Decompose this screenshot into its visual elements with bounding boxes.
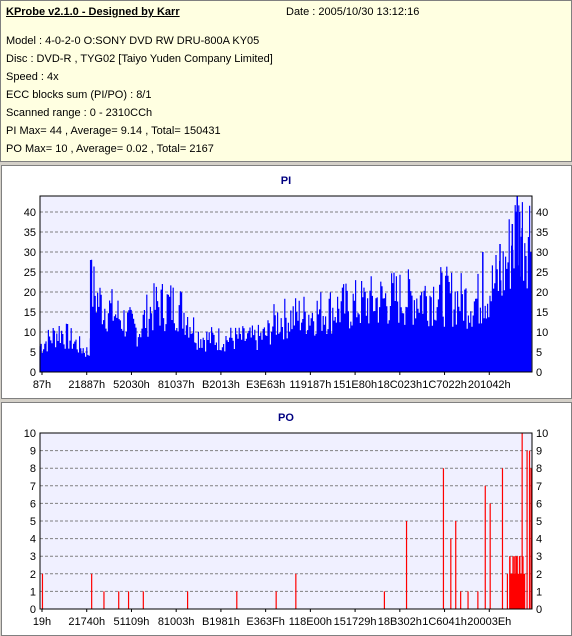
y-tick-label-left: 5 [30, 347, 36, 359]
x-tick-label: 52030h [113, 379, 150, 391]
y-tick-label-left: 6 [30, 498, 36, 510]
y-tick-label-right: 15 [536, 307, 548, 319]
x-tick-label: 18B302h [378, 616, 422, 628]
chart-title: PO [278, 412, 294, 424]
pi-chart: PI 0 0 5 5 10 10 15 15 20 20 25 25 30 30 35 35 40 40 87h 218… [24, 175, 549, 391]
y-tick-label-right: 30 [536, 247, 548, 259]
x-tick-label: 81037h [158, 379, 195, 391]
info-scanned-range: Scanned range : 0 - 2310CCh [6, 107, 153, 119]
y-tick-label-right: 20 [536, 287, 548, 299]
info-ecc-sum: ECC blocks sum (PI/PO) : 8/1 [6, 89, 152, 101]
y-tick-label-right: 1 [536, 586, 542, 598]
info-disc: Disc : DVD-R , TYG02 [Taiyo Yuden Compan… [6, 53, 273, 65]
y-tick-label-left: 7 [30, 481, 36, 493]
chart-title: PI [281, 175, 291, 187]
y-tick-label-left: 15 [24, 307, 36, 319]
x-tick-label: 119187h [289, 379, 331, 391]
y-tick-label-left: 9 [30, 446, 36, 458]
y-tick-label-right: 4 [536, 534, 542, 546]
y-tick-label-left: 30 [24, 247, 36, 259]
app-title: KProbe v2.1.0 - Designed by Karr [6, 6, 180, 18]
y-tick-label-right: 3 [536, 551, 542, 563]
x-tick-label: E363Fh [246, 616, 285, 628]
y-tick-label-left: 10 [24, 327, 36, 339]
y-tick-label-right: 25 [536, 267, 548, 279]
plot-border [39, 432, 533, 610]
x-tick-label: 201042h [468, 379, 511, 391]
y-tick-label-right: 5 [536, 516, 542, 528]
y-tick-label-right: 0 [536, 604, 542, 616]
po-chart-panel: PO 0 0 1 1 2 2 3 3 4 4 5 5 6 6 7 7 8 8 9 9 10 10 19h 21740h 51109… [1, 402, 572, 636]
y-tick-label-left: 1 [30, 586, 36, 598]
y-tick-label-left: 0 [30, 367, 36, 379]
y-tick-label-right: 6 [536, 498, 542, 510]
y-tick-label-right: 0 [536, 367, 542, 379]
info-panel: KProbe v2.1.0 - Designed by Karr Date : … [0, 0, 572, 162]
x-tick-label: 1C6041h [422, 616, 467, 628]
info-po-stats: PO Max= 10 , Average= 0.02 , Total= 2167 [6, 143, 214, 155]
x-tick-label: 18C023h [377, 379, 422, 391]
y-tick-label-left: 20 [24, 287, 36, 299]
y-tick-label-left: 3 [30, 551, 36, 563]
y-tick-label-right: 8 [536, 463, 542, 475]
y-tick-label-left: 4 [30, 534, 36, 546]
plot-border [39, 195, 533, 373]
info-model: Model : 4-0-2-0 O:SONY DVD RW DRU-800A K… [6, 35, 260, 47]
y-tick-label-left: 40 [24, 207, 36, 219]
y-tick-label-left: 2 [30, 569, 36, 581]
x-tick-label: 151729h [334, 616, 377, 628]
y-tick-label-right: 10 [536, 327, 548, 339]
x-tick-label: 81003h [158, 616, 195, 628]
x-tick-label: 1C7022h [422, 379, 467, 391]
y-tick-label-right: 2 [536, 569, 542, 581]
y-tick-label-left: 5 [30, 516, 36, 528]
y-tick-label-left: 0 [30, 604, 36, 616]
x-tick-label: B1981h [202, 616, 240, 628]
y-tick-label-right: 10 [536, 428, 548, 440]
x-tick-label: E3E63h [246, 379, 285, 391]
x-tick-label: 20003Eh [467, 616, 511, 628]
scan-date: Date : 2005/10/30 13:12:16 [286, 6, 420, 18]
x-tick-label: 151E80h [333, 379, 377, 391]
series-bars [41, 433, 532, 609]
x-tick-label: 118E00h [289, 616, 332, 628]
series-bars [39, 196, 532, 372]
y-tick-label-left: 25 [24, 267, 36, 279]
x-tick-label: B2013h [202, 379, 240, 391]
y-tick-label-right: 40 [536, 207, 548, 219]
y-tick-label-right: 35 [536, 227, 548, 239]
x-tick-label: 21740h [68, 616, 105, 628]
pi-chart-panel: PI 0 0 5 5 10 10 15 15 20 20 25 25 30 30 35 35 40 40 87h 218… [1, 165, 572, 399]
po-chart: PO 0 0 1 1 2 2 3 3 4 4 5 5 6 6 7 7 8 8 9 9 10 10 19h 21740h 51109… [24, 412, 549, 628]
info-speed: Speed : 4x [6, 71, 59, 83]
y-tick-label-left: 35 [24, 227, 36, 239]
x-tick-label: 87h [33, 379, 51, 391]
y-tick-label-right: 7 [536, 481, 542, 493]
y-tick-label-right: 9 [536, 446, 542, 458]
y-tick-label-left: 10 [24, 428, 36, 440]
x-tick-label: 21887h [68, 379, 105, 391]
y-tick-label-left: 8 [30, 463, 36, 475]
info-pi-stats: PI Max= 44 , Average= 9.14 , Total= 1504… [6, 125, 221, 137]
x-tick-label: 19h [33, 616, 51, 628]
x-tick-label: 51109h [114, 616, 150, 628]
y-tick-label-right: 5 [536, 347, 542, 359]
